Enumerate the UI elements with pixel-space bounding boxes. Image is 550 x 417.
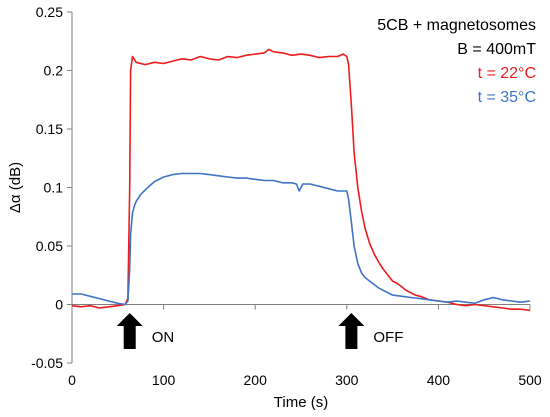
legend-series-22c: t = 22°C [478, 65, 536, 82]
y-tick-label: 0.25 [36, 4, 63, 20]
legend-field-label: B = 400mT [457, 41, 536, 58]
x-tick-label: 100 [152, 372, 176, 388]
x-axis-title: Time (s) [274, 394, 328, 411]
y-tick-label: 0 [55, 297, 63, 313]
y-tick-label: 0.1 [44, 180, 64, 196]
x-tick-label: 400 [427, 372, 451, 388]
off-label: OFF [373, 329, 403, 346]
x-tick-label: 500 [518, 372, 542, 388]
legend-sample-label: 5CB + magnetosomes [377, 17, 536, 34]
tick-labels: -0.05 0 0.05 0.1 0.15 0.2 0.25 0 100 200 300 400 500 [31, 4, 542, 388]
on-label: ON [152, 329, 175, 346]
on-off-markers [116, 313, 365, 349]
x-tick-label: 300 [335, 372, 359, 388]
legend-series-35c: t = 35°C [478, 89, 536, 106]
y-axis-title: Δα (dB) [7, 162, 24, 213]
on-arrow-icon [116, 313, 143, 349]
y-tick-label: -0.05 [31, 355, 63, 371]
y-tick-label: 0.15 [36, 121, 63, 137]
y-tick-label: 0.05 [36, 238, 63, 254]
series-line-2 [72, 172, 531, 306]
y-tick-label: 0.2 [44, 63, 64, 79]
off-arrow-icon [338, 313, 365, 349]
series-layer [71, 48, 531, 312]
x-tick-label: 200 [244, 372, 268, 388]
x-tick-label: 0 [68, 372, 76, 388]
